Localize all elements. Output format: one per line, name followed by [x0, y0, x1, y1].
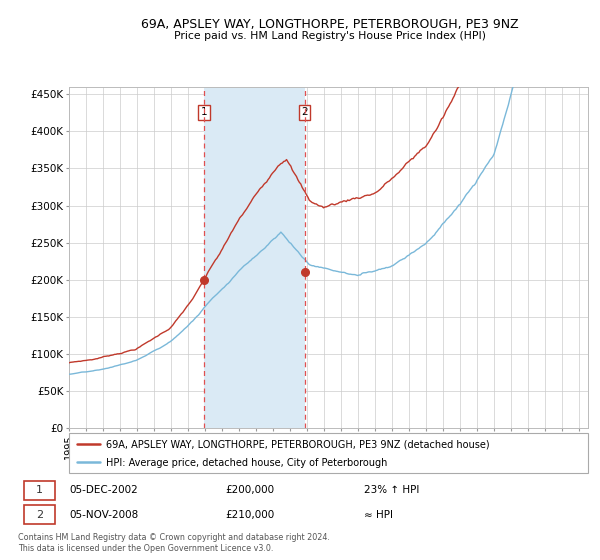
Text: 2: 2	[36, 510, 43, 520]
Bar	[204, 87, 305, 428]
Text: 2: 2	[301, 108, 308, 118]
FancyBboxPatch shape	[24, 481, 55, 500]
Text: Price paid vs. HM Land Registry's House Price Index (HPI): Price paid vs. HM Land Registry's House …	[174, 31, 486, 41]
Text: ≈ HPI: ≈ HPI	[364, 510, 392, 520]
Text: Contains HM Land Registry data © Crown copyright and database right 2024.
This d: Contains HM Land Registry data © Crown c…	[18, 533, 330, 553]
Text: 69A, APSLEY WAY, LONGTHORPE, PETERBOROUGH, PE3 9NZ: 69A, APSLEY WAY, LONGTHORPE, PETERBOROUG…	[141, 18, 519, 31]
Text: £210,000: £210,000	[226, 510, 275, 520]
Text: 1: 1	[200, 108, 207, 118]
Text: 69A, APSLEY WAY, LONGTHORPE, PETERBOROUGH, PE3 9NZ (detached house): 69A, APSLEY WAY, LONGTHORPE, PETERBOROUG…	[106, 439, 490, 449]
FancyBboxPatch shape	[69, 433, 588, 473]
Text: 23% ↑ HPI: 23% ↑ HPI	[364, 486, 419, 496]
Text: £200,000: £200,000	[226, 486, 274, 496]
FancyBboxPatch shape	[24, 505, 55, 524]
Text: 1: 1	[36, 486, 43, 496]
Text: 05-DEC-2002: 05-DEC-2002	[70, 486, 139, 496]
Text: 05-NOV-2008: 05-NOV-2008	[70, 510, 139, 520]
Text: HPI: Average price, detached house, City of Peterborough: HPI: Average price, detached house, City…	[106, 458, 388, 468]
